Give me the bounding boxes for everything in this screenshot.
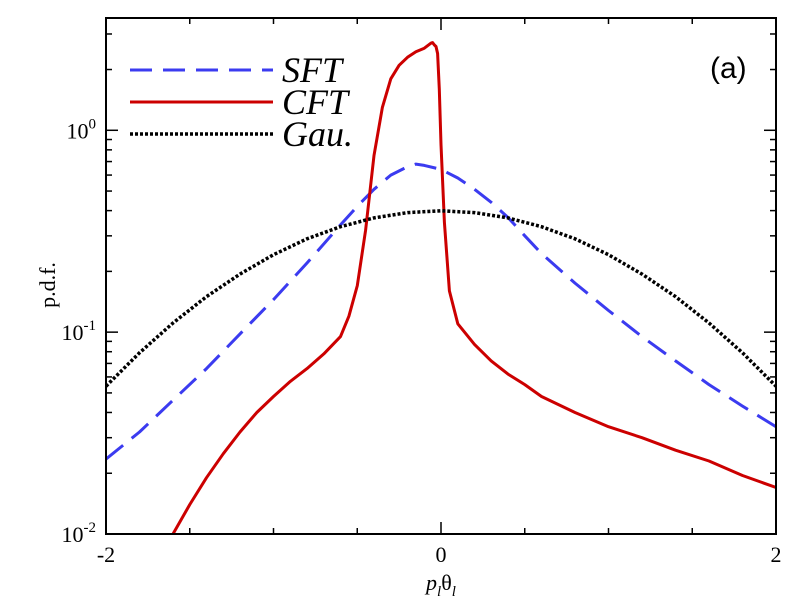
y-tick-label: 100: [67, 116, 97, 143]
y-tick-label: 10-2: [62, 520, 97, 547]
series-line-cft: [171, 41, 776, 534]
x-label-p-sub: l: [437, 584, 441, 600]
legend-label-sft: SFT: [282, 50, 345, 90]
panel-label: (a): [710, 52, 747, 85]
tick-layer: -2 0 2 10-2 10-1 100: [62, 18, 782, 567]
legend-label-gau: Gau.: [282, 114, 353, 154]
x-label-theta: θ: [441, 570, 452, 595]
plot-frame: [105, 17, 777, 535]
series-layer: [106, 41, 776, 534]
x-label-theta-sub: l: [452, 584, 456, 600]
y-axis-label: p.d.f.: [35, 262, 60, 308]
x-axis-label: plθl: [424, 570, 456, 600]
x-label-p: p: [424, 570, 437, 595]
y-tick-label: 10-1: [62, 318, 97, 345]
x-tick-label: 2: [771, 542, 782, 567]
legend-label-cft: CFT: [282, 82, 351, 122]
series-line-sft: [106, 162, 776, 461]
x-tick-label: 0: [436, 542, 447, 567]
x-tick-label: -2: [97, 542, 115, 567]
